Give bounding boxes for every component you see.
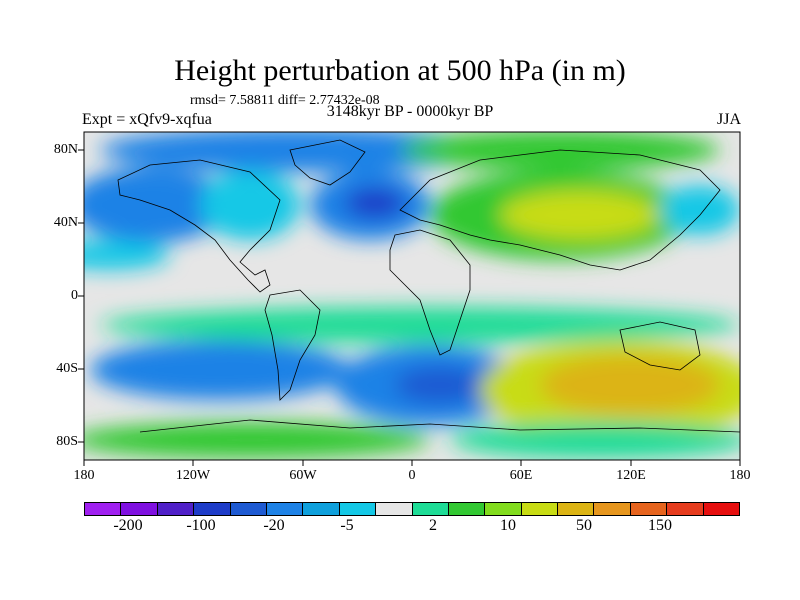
lon-tick-label: 0 [408,468,416,483]
colorbar-label: 2 [429,517,437,534]
south-america-outline [264,289,321,401]
lon-tick-label: 120W [175,468,211,483]
africa-outline [389,229,471,356]
colorbar-swatch [448,503,486,515]
colorbar-swatch [521,503,559,515]
lon-tick-label: 180 [73,468,95,483]
lat-tick-label: 80N [53,142,78,157]
colorbar-swatch [703,503,740,515]
colorbar [84,502,740,516]
colorbar-swatch [85,503,122,515]
colorbar-swatch [412,503,449,515]
colorbar-label: 50 [576,517,592,534]
colorbar-swatch [485,503,522,515]
season-label: JJA [716,111,741,128]
colorbar-label: -200 [113,517,143,534]
arctic-positive-band [400,132,720,170]
colorbar-swatch [630,503,668,515]
colorbar-swatch [594,503,631,515]
figure-title: Height perturbation at 500 hPa (in m) [174,54,626,87]
colorbar-swatch [667,503,704,515]
lon-tick-label: 180 [729,468,751,483]
colorbar-swatch [303,503,340,515]
colorbar-label: 150 [648,517,672,534]
coastlines [117,139,740,433]
south-pacific-low [90,340,350,400]
eurasia-outline [399,149,721,271]
colorbar-swatch [376,503,413,515]
arctic-negative-band [100,132,500,172]
colorbar-swatch [266,503,304,515]
lon-tick-label: 120E [616,468,646,483]
colorbar-label: -100 [186,517,216,534]
contour-field [84,132,740,460]
colorbar-swatch [230,503,267,515]
period-label: 3148kyr BP - 0000kyr BP [326,103,494,120]
axis-ticks [78,149,741,466]
colorbar-swatch [194,503,231,515]
north-america-outline [117,159,281,293]
lon-tick-label: 60W [289,468,317,483]
colorbar-label: 10 [500,517,516,534]
colorbar-swatch [558,503,595,515]
lat-tick-label: 40S [56,361,78,376]
lat-tick-label: 0 [71,288,78,303]
lat-tick-label: 80S [56,434,78,449]
experiment-label: Expt = xQfv9-xqfua [82,111,212,128]
colorbar-label: -20 [263,517,285,534]
colorbar-swatch [121,503,158,515]
colorbar-label: -5 [340,517,354,534]
lon-tick-label: 60E [509,468,533,483]
antarctica-outline [139,419,740,433]
australia-outline [619,321,701,371]
lat-tick-label: 40N [53,215,78,230]
tropical-positive-band [100,307,740,343]
greenland-outline [289,139,366,186]
rmsd-diff-stats: rmsd= 7.58811 diff= 2.77432e-08 [190,93,380,108]
colorbar-swatch [339,503,377,515]
colorbar-swatch [157,503,195,515]
